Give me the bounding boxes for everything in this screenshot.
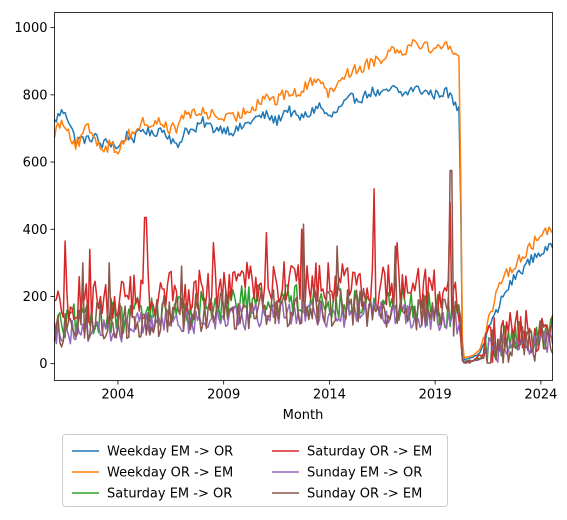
legend: Weekday EM -> OR Weekday OR -> EM Saturday… (62, 434, 448, 507)
y-tick-label: 400 (23, 223, 48, 238)
y-tick-label: 600 (23, 156, 48, 171)
y-axis: 0 200 400 600 800 1000 (14, 21, 55, 372)
x-tick-label: 2009 (207, 388, 240, 403)
legend-label: Sunday EM -> OR (307, 466, 422, 481)
series-lines (53, 38, 554, 364)
y-tick-label: 800 (23, 88, 48, 103)
legend-label: Sunday OR -> EM (307, 487, 422, 502)
x-tick-label: 2019 (419, 388, 452, 403)
y-tick-label: 200 (23, 290, 48, 305)
x-axis: 2004 2009 2014 2019 2024 (101, 380, 557, 403)
series-line (53, 38, 554, 359)
plot-area-frame (54, 12, 553, 381)
legend-frame (62, 434, 448, 507)
legend-label: Weekday EM -> OR (107, 445, 233, 460)
y-tick-label: 0 (39, 357, 47, 372)
series-line (53, 84, 554, 361)
series-line (53, 169, 554, 364)
x-tick-label: 2004 (101, 388, 134, 403)
x-tick-label: 2014 (313, 388, 346, 403)
x-tick-label: 2024 (524, 388, 557, 403)
legend-label: Weekday OR -> EM (107, 466, 233, 481)
legend-label: Saturday OR -> EM (307, 445, 432, 460)
x-axis-label: Month (283, 408, 324, 423)
y-tick-label: 1000 (14, 21, 47, 36)
series-line (53, 299, 554, 364)
legend-label: Saturday EM -> OR (107, 487, 232, 502)
